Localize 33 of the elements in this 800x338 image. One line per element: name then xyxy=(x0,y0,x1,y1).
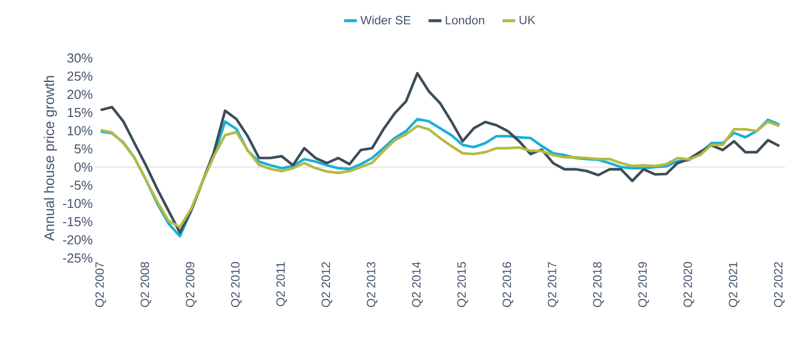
x-tick-label: Q2 2007 xyxy=(95,262,106,308)
x-tick-label: Q2 2018 xyxy=(593,262,604,308)
x-tick-label: Q2 2012 xyxy=(322,262,332,308)
y-tick-label: -25% xyxy=(63,253,92,263)
y-axis-title: Annual house price growth xyxy=(44,76,57,241)
x-tick-label: Q2 2008 xyxy=(140,262,152,308)
x-tick-label: Q2 2016 xyxy=(502,262,514,308)
x-tick-label: Q2 2014 xyxy=(412,262,423,308)
y-tick-label: -5% xyxy=(70,180,92,190)
x-tick-label: Q2 2011 xyxy=(276,262,287,306)
y-tick-label: 15% xyxy=(68,108,92,118)
y-tick-label: 0% xyxy=(74,162,92,172)
legend-label: Wider SE xyxy=(360,16,411,24)
x-tick-label: Q2 2020 xyxy=(684,262,694,308)
y-tick-label: 5% xyxy=(74,144,92,154)
y-tick-label: 20% xyxy=(67,90,92,99)
x-tick-label: Q2 2013 xyxy=(366,262,378,308)
x-tick-label: Q2 2019 xyxy=(638,262,649,308)
x-tick-label: Q2 2015 xyxy=(457,262,468,308)
x-tick-label: Q2 2010 xyxy=(231,262,242,308)
y-tick-label: 30% xyxy=(67,53,92,63)
y-tick-label: -20% xyxy=(63,235,92,244)
y-tick-label: -10% xyxy=(63,198,92,208)
x-tick-label: Q2 2009 xyxy=(186,262,196,308)
y-tick-label: -15% xyxy=(63,217,92,226)
x-tick-label: Q2 2022 xyxy=(774,262,785,308)
x-tick-label: Q2 2021 xyxy=(728,262,740,308)
legend-label: London xyxy=(446,16,484,24)
line-series xyxy=(99,72,781,234)
y-tick-label: 25% xyxy=(67,72,92,81)
x-tick-label: Q2 2017 xyxy=(548,262,558,308)
y-tick-label: 10% xyxy=(68,126,92,136)
legend-label: UK xyxy=(520,16,536,24)
